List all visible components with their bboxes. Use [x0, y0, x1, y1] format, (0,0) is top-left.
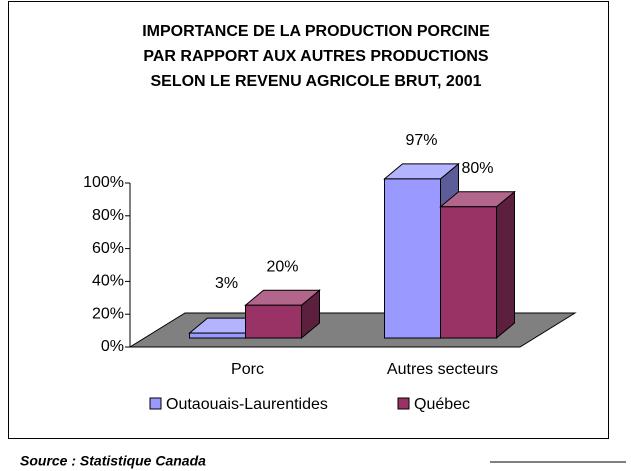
- chart-title: SELON LE REVENU AGRICOLE BRUT, 2001: [150, 73, 481, 90]
- bar: [440, 206, 497, 339]
- y-tick-label: 20%: [92, 305, 124, 322]
- y-tick-label: 0%: [101, 338, 124, 355]
- y-tick-label: 60%: [92, 240, 124, 257]
- bar: [384, 178, 441, 339]
- value-label: 3%: [215, 275, 238, 292]
- x-tick-label: Autres secteurs: [387, 361, 498, 378]
- chart-title: IMPORTANCE DE LA PRODUCTION PORCINE: [142, 23, 490, 40]
- x-tick-label: Porc: [231, 361, 264, 378]
- bar: [189, 332, 246, 339]
- chart-title: PAR RAPPORT AUX AUTRES PRODUCTIONS: [143, 48, 489, 65]
- legend-swatch: [149, 397, 162, 410]
- value-label: 80%: [461, 160, 493, 177]
- y-tick-label: 100%: [83, 174, 124, 191]
- bar: [245, 304, 302, 339]
- y-tick-label: 40%: [92, 273, 124, 290]
- y-tick-label: 80%: [92, 207, 124, 224]
- legend-label: Québec: [414, 396, 470, 413]
- value-label: 97%: [405, 132, 437, 149]
- bar-side: [496, 190, 515, 340]
- value-label: 20%: [266, 258, 298, 275]
- source: Source : Statistique Canada: [20, 453, 206, 469]
- legend-label: Outaouais-Laurentides: [166, 396, 328, 413]
- legend-swatch: [397, 397, 410, 410]
